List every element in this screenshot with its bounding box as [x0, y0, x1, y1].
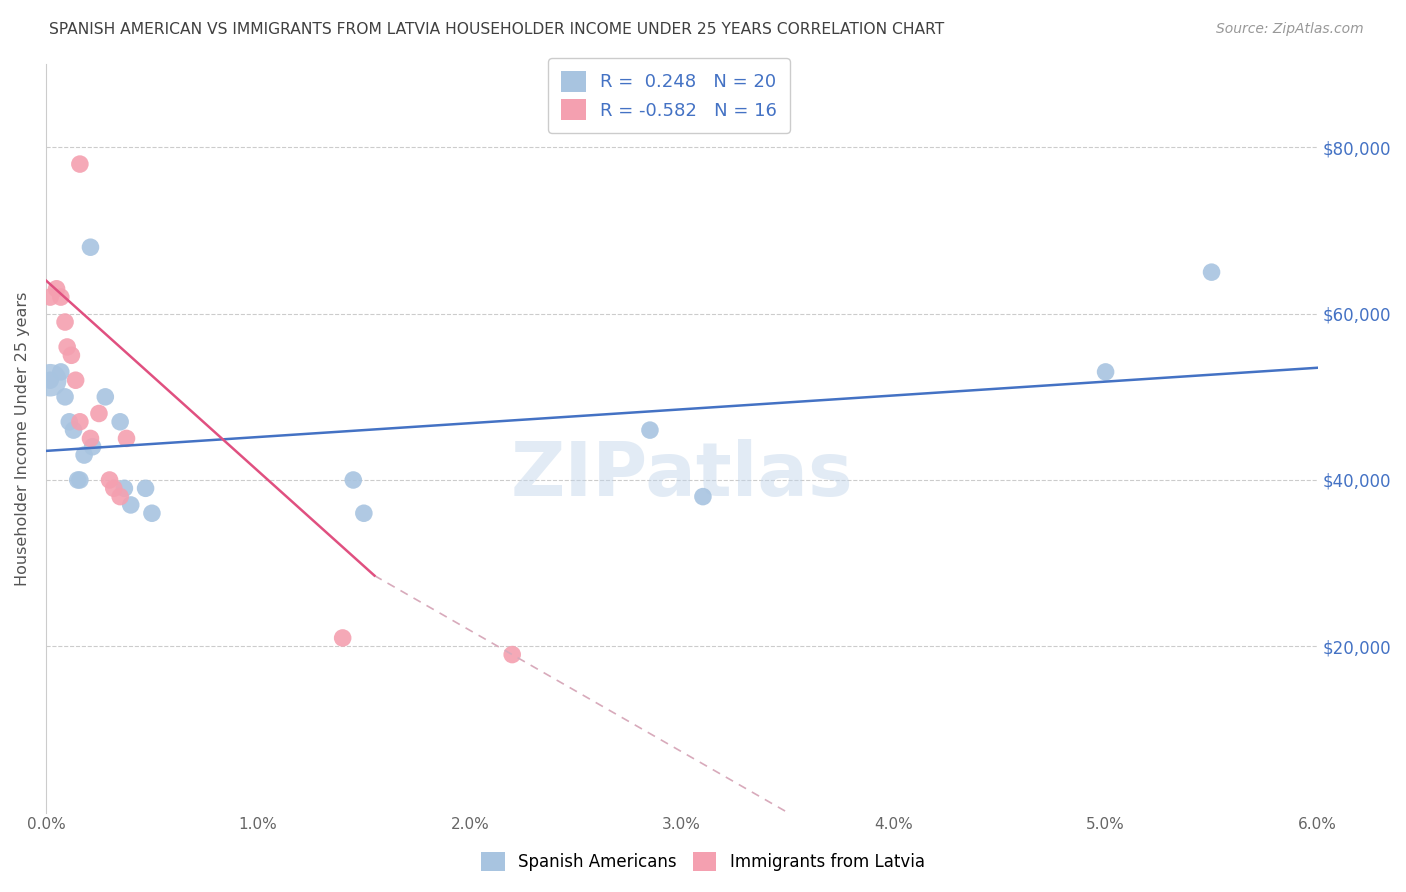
Point	[60, 348, 83, 362]
Point	[45, 282, 67, 296]
Point	[53, 315, 76, 329]
Point	[49, 365, 72, 379]
Point	[94, 390, 117, 404]
Point	[39, 373, 62, 387]
Point	[82, 440, 104, 454]
Point	[1094, 365, 1116, 379]
Point	[103, 481, 125, 495]
Point	[69, 415, 91, 429]
Point	[66, 473, 89, 487]
Point	[39, 373, 62, 387]
Point	[120, 498, 142, 512]
Point	[73, 448, 96, 462]
Point	[87, 407, 110, 421]
Point	[62, 423, 84, 437]
Point	[342, 473, 364, 487]
Text: ZIPatlas: ZIPatlas	[510, 440, 853, 512]
Y-axis label: Householder Income Under 25 years: Householder Income Under 25 years	[15, 291, 30, 586]
Point	[49, 290, 72, 304]
Point	[135, 481, 157, 495]
Point	[58, 415, 80, 429]
Point	[353, 506, 375, 520]
Point	[69, 473, 91, 487]
Legend: Spanish Americans, Immigrants from Latvia: Spanish Americans, Immigrants from Latvi…	[472, 843, 934, 880]
Point	[56, 340, 79, 354]
Point	[501, 648, 523, 662]
Point	[692, 490, 714, 504]
Point	[115, 432, 138, 446]
Text: SPANISH AMERICAN VS IMMIGRANTS FROM LATVIA HOUSEHOLDER INCOME UNDER 25 YEARS COR: SPANISH AMERICAN VS IMMIGRANTS FROM LATV…	[49, 22, 945, 37]
Point	[53, 390, 76, 404]
Point	[79, 240, 101, 254]
Point	[39, 290, 62, 304]
Point	[69, 157, 91, 171]
Point	[108, 490, 131, 504]
Legend: R =  0.248   N = 20, R = -0.582   N = 16: R = 0.248 N = 20, R = -0.582 N = 16	[548, 58, 790, 133]
Point	[332, 631, 354, 645]
Point	[1201, 265, 1223, 279]
Point	[638, 423, 661, 437]
Point	[65, 373, 87, 387]
Point	[108, 415, 131, 429]
Point	[112, 481, 135, 495]
Text: Source: ZipAtlas.com: Source: ZipAtlas.com	[1216, 22, 1364, 37]
Point	[141, 506, 163, 520]
Point	[98, 473, 121, 487]
Point	[79, 432, 101, 446]
